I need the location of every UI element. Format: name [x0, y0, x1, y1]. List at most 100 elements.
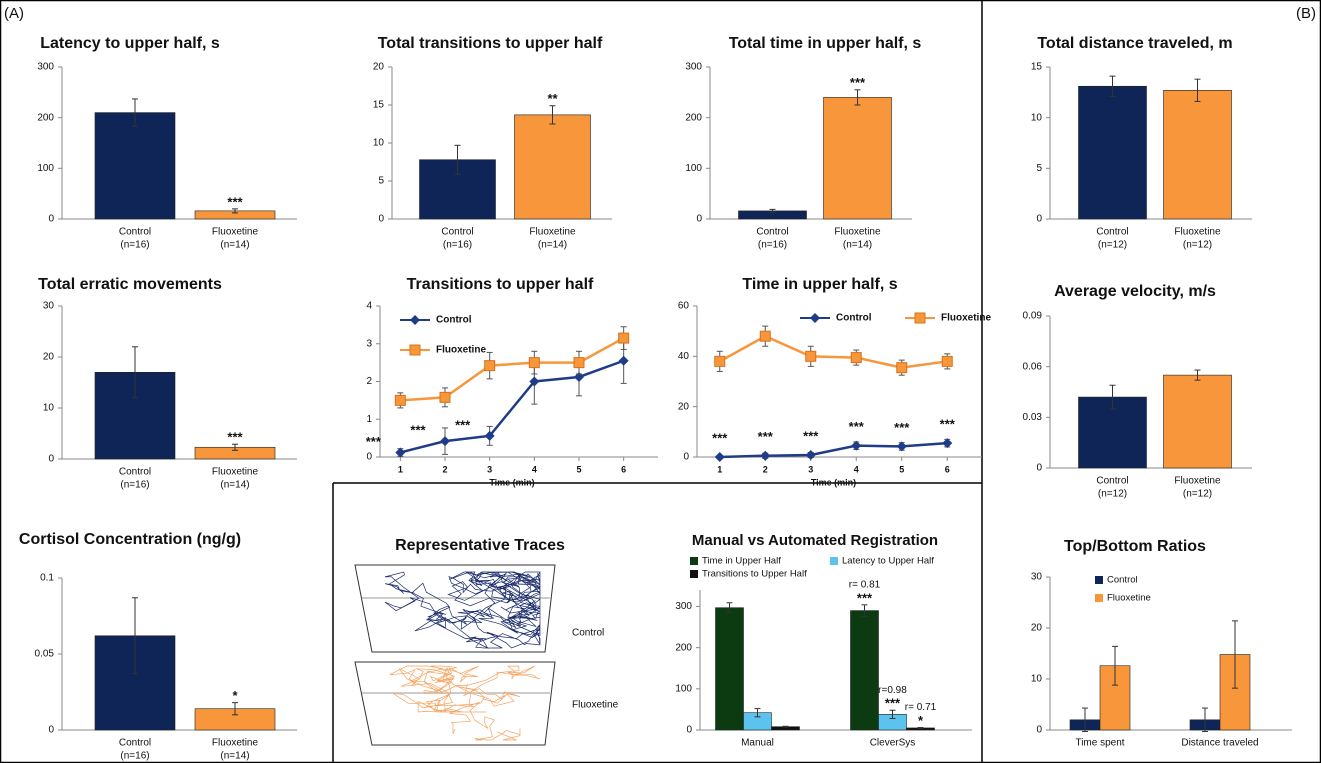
- marker: [440, 392, 450, 402]
- significance: ***: [366, 434, 382, 449]
- correlation: r=0.98: [878, 685, 907, 696]
- bar: [1079, 86, 1147, 219]
- bar: [1164, 375, 1232, 468]
- y-tick-label: 0: [1036, 463, 1042, 474]
- y-tick-label: 15: [373, 100, 385, 111]
- legend-label: Transitions to Upper Half: [702, 569, 807, 580]
- series-line: [720, 336, 948, 367]
- significance: *: [918, 713, 924, 728]
- y-tick-label: 100: [37, 163, 54, 174]
- y-tick-label: 60: [678, 301, 690, 312]
- x-axis-label: Time (min): [811, 477, 856, 487]
- y-tick-label: 5: [378, 176, 384, 187]
- y-tick-label: 5: [1036, 163, 1042, 174]
- bar: [716, 608, 744, 730]
- x-tick-sublabel: (n=14): [843, 240, 872, 251]
- y-tick-label: 40: [678, 351, 690, 362]
- marker: [395, 447, 405, 457]
- legend-marker: [915, 313, 925, 323]
- chart-title: Time in upper half, s: [742, 276, 897, 293]
- y-tick-label: 300: [37, 62, 54, 73]
- y-tick-label: 100: [685, 163, 702, 174]
- marker: [806, 351, 816, 361]
- legend-label: Fluoxetine: [1107, 593, 1151, 604]
- legend-marker: [410, 345, 420, 355]
- x-tick-sublabel: (n=14): [220, 240, 249, 251]
- marker: [897, 441, 907, 451]
- x-tick-label: 6: [621, 464, 626, 474]
- marker: [806, 450, 816, 460]
- marker: [619, 356, 629, 366]
- y-tick-label: 0: [48, 725, 54, 736]
- significance: ***: [227, 430, 243, 445]
- y-tick-label: 100: [675, 683, 692, 694]
- marker: [395, 395, 405, 405]
- legend-marker: [410, 315, 420, 325]
- marker: [760, 451, 770, 461]
- chart-title: Average velocity, m/s: [1054, 283, 1216, 300]
- x-tick-label: Time spent: [1075, 738, 1124, 749]
- chart-title: Total time in upper half, s: [729, 35, 922, 52]
- figure: (A) (B) Representative Traces Control Fl…: [0, 0, 1321, 763]
- marker: [851, 441, 861, 451]
- panel-label: (B): [1296, 5, 1316, 22]
- x-tick-label: 6: [945, 464, 950, 474]
- significance: ***: [940, 417, 956, 432]
- y-tick-label: 200: [37, 112, 54, 123]
- x-tick-label: 2: [763, 464, 768, 474]
- x-tick-sublabel: (n=16): [120, 751, 149, 762]
- x-tick-label: 2: [442, 464, 447, 474]
- bar: [515, 115, 591, 219]
- marker: [440, 436, 450, 446]
- legend-swatch: [1095, 594, 1103, 602]
- x-tick-label: Fluoxetine: [212, 738, 259, 749]
- y-tick-label: 0: [686, 725, 692, 736]
- x-tick-label: Control: [119, 227, 151, 238]
- legend-swatch: [690, 557, 698, 565]
- x-tick-label: Distance traveled: [1181, 738, 1258, 749]
- x-tick-label: Fluoxetine: [212, 467, 259, 478]
- marker: [619, 333, 629, 343]
- x-tick-sublabel: (n=16): [443, 240, 472, 251]
- legend-marker: [810, 313, 820, 323]
- y-tick-label: 20: [1031, 623, 1043, 634]
- series-line: [400, 361, 623, 453]
- significance: **: [547, 91, 558, 106]
- trace-label: Fluoxetine: [572, 700, 619, 711]
- chart-title: Latency to upper half, s: [40, 35, 220, 52]
- x-tick-label: Control: [441, 227, 473, 238]
- y-tick-label: 0: [378, 214, 384, 225]
- significance: ***: [712, 430, 728, 445]
- x-tick-label: Control: [119, 467, 151, 478]
- significance: ***: [849, 419, 865, 434]
- y-tick-label: 0: [1036, 725, 1042, 736]
- x-tick-label: Fluoxetine: [212, 227, 259, 238]
- x-tick-sublabel: (n=14): [538, 240, 567, 251]
- y-tick-label: 0: [1036, 214, 1042, 225]
- y-tick-label: 0.06: [1023, 361, 1043, 372]
- x-tick-sublabel: (n=12): [1098, 489, 1127, 500]
- x-tick-sublabel: (n=14): [220, 480, 249, 491]
- x-tick-label: Control: [1096, 227, 1128, 238]
- y-tick-label: 0: [366, 452, 372, 463]
- chart-title: Total erratic movements: [38, 276, 222, 293]
- correlation: r= 0.81: [849, 579, 881, 590]
- marker: [715, 452, 725, 462]
- x-tick-sublabel: (n=16): [120, 480, 149, 491]
- y-tick-label: 30: [1031, 572, 1043, 583]
- correlation: r= 0.71: [905, 702, 937, 713]
- marker: [574, 358, 584, 368]
- y-tick-label: 20: [678, 401, 690, 412]
- y-tick-label: 0.1: [40, 573, 54, 584]
- legend-label: Fluoxetine: [941, 313, 991, 324]
- y-tick-label: 0: [48, 214, 54, 225]
- x-tick-label: 3: [808, 464, 813, 474]
- legend-swatch: [830, 557, 838, 565]
- series-line: [720, 443, 948, 457]
- marker: [897, 363, 907, 373]
- y-tick-label: 4: [366, 301, 372, 312]
- significance: ***: [885, 696, 901, 711]
- significance: ***: [758, 429, 774, 444]
- trace-label: Control: [572, 628, 604, 639]
- marker: [942, 356, 952, 366]
